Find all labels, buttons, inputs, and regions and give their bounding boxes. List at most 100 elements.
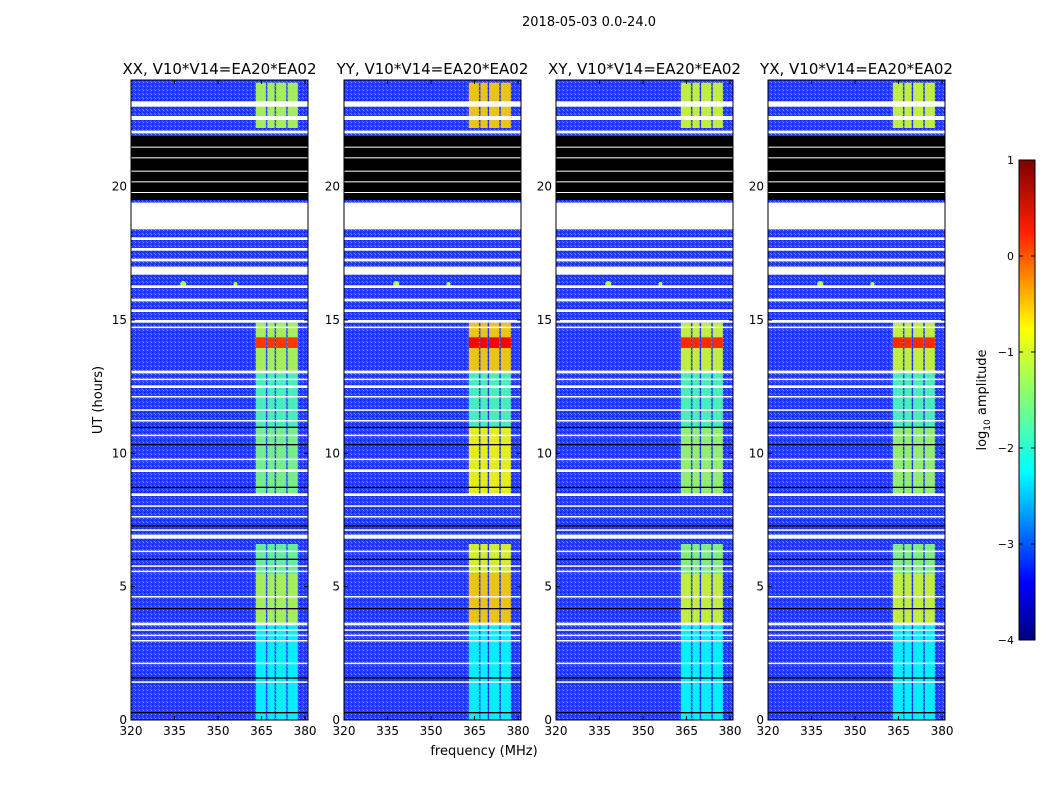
flagged-white xyxy=(768,570,945,573)
x-tick-label: 365 xyxy=(463,724,486,738)
rfi-band xyxy=(701,573,712,624)
rfi-band xyxy=(712,426,723,496)
y-axis-label: UT (hours) xyxy=(91,366,106,434)
rfi-band xyxy=(692,544,700,574)
flagged-white xyxy=(344,285,521,288)
flagged-white xyxy=(344,629,521,631)
colorbar-tick-label: −3 xyxy=(998,538,1014,551)
colorbar-tick-label: 0 xyxy=(1007,250,1014,263)
panel-title: XY, V10*V14=EA20*EA02 xyxy=(548,60,741,78)
panel-yy: YY, V10*V14=EA20*EA02 320 335 350 365 380 0 5 10… xyxy=(325,60,530,738)
flagged-white xyxy=(556,378,733,381)
rfi-band xyxy=(468,544,479,574)
flagged-white xyxy=(131,529,308,531)
flagged-white xyxy=(556,202,733,230)
flagged-white xyxy=(768,622,945,626)
flagged-black xyxy=(768,608,945,610)
flagged-white xyxy=(768,434,945,437)
x-tick-label: 380 xyxy=(719,724,742,738)
rfi-band xyxy=(276,544,287,574)
flagged-black xyxy=(131,608,308,610)
flagged-stripe xyxy=(344,181,521,183)
rfi-band xyxy=(500,373,511,427)
flagged-white xyxy=(344,662,521,665)
rfi-band xyxy=(267,573,275,624)
flagged-white xyxy=(131,101,308,107)
flagged-white xyxy=(344,326,521,329)
flagged-white xyxy=(556,469,733,472)
flagged-white xyxy=(344,130,521,134)
y-tick-label: 5 xyxy=(332,580,340,594)
flagged-white xyxy=(556,640,733,642)
y-tick-label: 20 xyxy=(749,180,764,194)
flagged-white xyxy=(131,662,308,665)
rfi-band xyxy=(489,624,500,720)
flagged-white xyxy=(768,681,945,683)
rfi-spot xyxy=(233,282,238,286)
colorbar-tick-label: −4 xyxy=(998,634,1014,647)
flagged-black xyxy=(344,136,521,200)
flagged-black xyxy=(556,525,733,527)
flagged-white xyxy=(131,298,308,302)
rfi-band xyxy=(276,573,287,624)
rfi-band xyxy=(468,624,479,720)
rfi-band xyxy=(480,426,488,496)
flagged-white xyxy=(556,570,733,573)
flagged-white xyxy=(131,248,308,251)
flagged-white xyxy=(131,493,308,496)
rfi-burst xyxy=(480,337,488,348)
rfi-band xyxy=(701,544,712,574)
figure-title: 2018-05-03 0.0-24.0 xyxy=(522,15,656,30)
rfi-band xyxy=(701,426,712,496)
flagged-stripe xyxy=(344,146,521,148)
flagged-black xyxy=(131,525,308,527)
panels: XX, V10*V14=EA20*EA02 320 335 350 365 380 0 5 10… xyxy=(112,60,954,738)
y-tick-label: 5 xyxy=(544,580,552,594)
flagged-black xyxy=(768,426,945,428)
flagged-white xyxy=(131,629,308,631)
flagged-white xyxy=(344,370,521,374)
flagged-white xyxy=(131,116,308,120)
flagged-white xyxy=(556,420,733,422)
flagged-white xyxy=(556,516,733,518)
rfi-band xyxy=(892,373,903,427)
flagged-white xyxy=(131,458,308,461)
flagged-white xyxy=(556,493,733,496)
rfi-spot xyxy=(446,282,451,286)
flagged-white xyxy=(556,130,733,134)
flagged-white xyxy=(768,550,945,553)
flagged-stripe xyxy=(344,170,521,172)
flagged-stripe xyxy=(131,170,308,172)
flagged-white xyxy=(556,320,733,323)
rfi-band xyxy=(480,573,488,624)
flagged-black xyxy=(131,712,308,714)
colorbar-tick-label: −2 xyxy=(998,442,1014,455)
rfi-band xyxy=(267,426,275,496)
flagged-white xyxy=(131,202,308,230)
rfi-band xyxy=(500,624,511,720)
rfi-band xyxy=(712,544,723,574)
x-tick-label: 320 xyxy=(120,724,143,738)
rfi-band xyxy=(712,624,723,720)
rfi-band xyxy=(701,624,712,720)
rfi-band xyxy=(276,624,287,720)
flagged-white xyxy=(556,565,733,567)
rfi-burst xyxy=(892,337,903,348)
rfi-band xyxy=(489,544,500,574)
rfi-burst xyxy=(276,337,287,348)
flagged-stripe xyxy=(344,157,521,159)
rfi-band xyxy=(712,373,723,427)
rfi-band xyxy=(692,573,700,624)
rfi-band xyxy=(255,624,266,720)
flagged-white xyxy=(131,378,308,381)
flagged-white xyxy=(131,320,308,323)
flagged-white xyxy=(556,634,733,637)
flagged-white xyxy=(131,326,308,329)
flagged-white xyxy=(344,298,521,302)
rfi-band xyxy=(924,624,935,720)
rfi-band xyxy=(692,624,700,720)
flagged-white xyxy=(344,529,521,531)
flagged-black xyxy=(344,426,521,428)
flagged-white xyxy=(131,596,308,598)
